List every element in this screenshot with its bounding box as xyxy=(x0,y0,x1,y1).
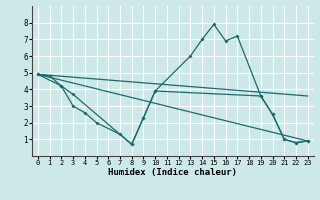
X-axis label: Humidex (Indice chaleur): Humidex (Indice chaleur) xyxy=(108,168,237,177)
